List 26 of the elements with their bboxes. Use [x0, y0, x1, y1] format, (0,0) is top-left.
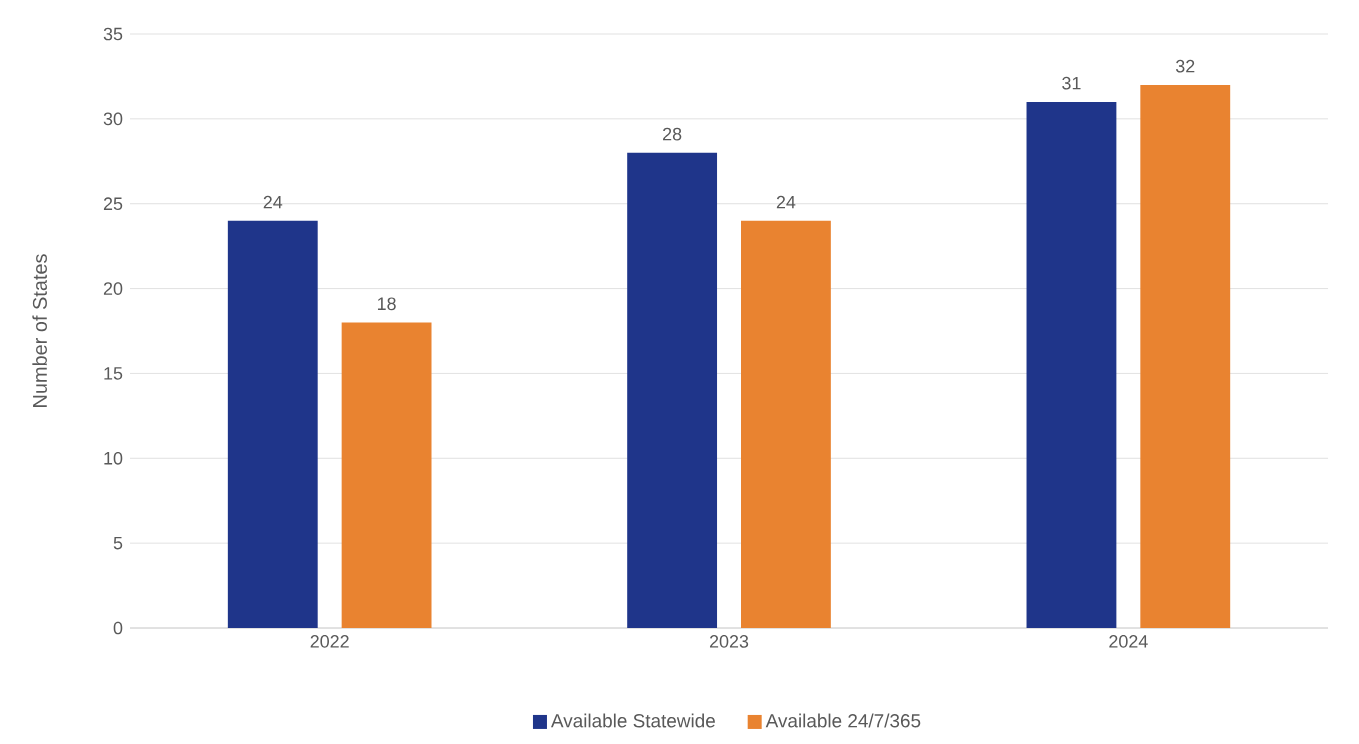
data-label: 32	[1175, 59, 1195, 73]
y-tick-label: 15	[104, 367, 123, 380]
y-tick-label: 0	[113, 621, 123, 635]
x-tick-label: 2024	[1109, 635, 1148, 648]
x-tick-label: 2022	[310, 635, 349, 648]
y-axis-title: Number of States	[32, 254, 47, 407]
y-tick-label: 25	[103, 197, 123, 211]
y-tick-label: 30	[103, 112, 123, 126]
data-label: 31	[1062, 76, 1081, 90]
legend-label: Available Statewide	[550, 713, 715, 728]
bar	[227, 220, 318, 628]
bar	[1026, 101, 1117, 628]
data-label: 24	[263, 195, 283, 209]
x-tick-label: 2023	[709, 635, 749, 648]
data-label: 18	[377, 297, 396, 311]
bar	[627, 152, 718, 628]
legend-label: Available 24/7/365	[765, 713, 921, 728]
bar	[1140, 84, 1231, 628]
bar	[741, 220, 831, 628]
y-tick-label: 20	[103, 282, 123, 295]
bar	[341, 322, 432, 628]
y-tick-label: 35	[103, 27, 123, 41]
y-tick-label: 10	[104, 451, 123, 465]
y-tick-label: 5	[113, 536, 123, 550]
data-label: 28	[663, 127, 682, 141]
data-label: 24	[776, 195, 796, 209]
